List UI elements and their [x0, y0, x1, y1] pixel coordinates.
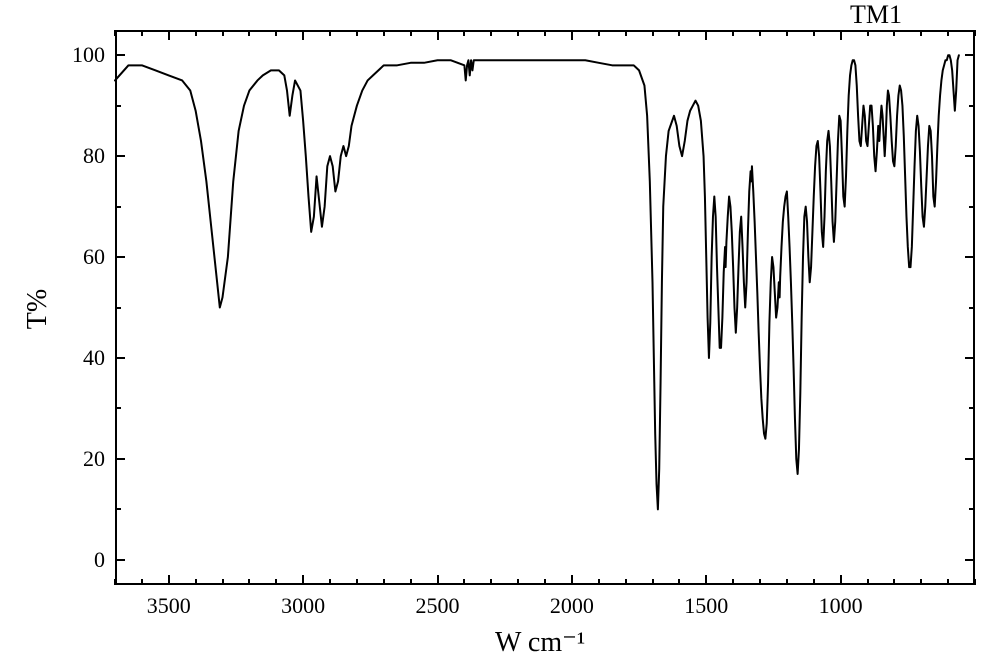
x-tick-label: 1000: [806, 593, 876, 619]
spectrum-line: [115, 30, 975, 585]
x-tick-label: 1500: [671, 593, 741, 619]
chart-stage: TM1 T% W cm⁻¹ 0 20 40 60 80 100 3500 3000 2500 20…: [0, 0, 1000, 664]
x-tick-label: 2500: [403, 593, 473, 619]
y-tick-label: 80: [60, 143, 105, 169]
y-tick-label: 60: [60, 244, 105, 270]
y-tick-label: 0: [60, 547, 105, 573]
y-tick-label: 40: [60, 345, 105, 371]
y-axis-label: T%: [22, 288, 54, 328]
x-tick-label: 3000: [268, 593, 338, 619]
x-axis-label: W cm⁻¹: [495, 625, 585, 659]
y-tick-label: 100: [60, 42, 105, 68]
x-tick-label: 2000: [537, 593, 607, 619]
y-tick-label: 20: [60, 446, 105, 472]
x-tick-label: 3500: [134, 593, 204, 619]
chart-title: TM1: [850, 0, 902, 30]
spectrum-path: [115, 55, 959, 509]
